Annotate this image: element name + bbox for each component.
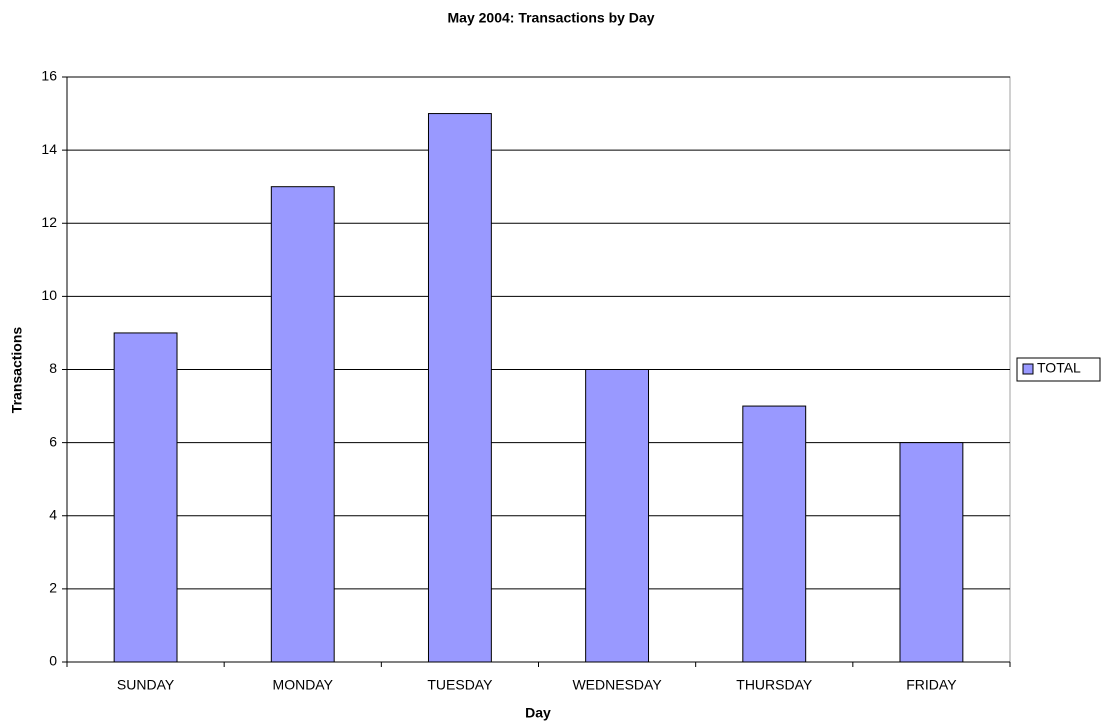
bar: [742, 405, 807, 663]
bar: [899, 442, 964, 663]
y-tick-label: 6: [49, 433, 57, 449]
x-tick-label: WEDNESDAY: [572, 677, 662, 693]
y-tick-label: 14: [41, 141, 57, 157]
bar: [113, 332, 178, 663]
legend-box: [1016, 357, 1101, 382]
x-tick-label: MONDAY: [273, 677, 334, 693]
bar: [427, 113, 492, 663]
legend-swatch: [1022, 363, 1034, 375]
chart-title: May 2004: Transactions by Day: [448, 10, 655, 26]
x-tick-label: THURSDAY: [736, 677, 813, 693]
y-tick-label: 0: [49, 653, 57, 669]
y-tick-label: 12: [41, 214, 57, 230]
legend-label: TOTAL: [1037, 360, 1081, 376]
x-axis-label: Day: [525, 705, 551, 721]
x-tick-label: TUESDAY: [427, 677, 493, 693]
bar: [270, 186, 335, 663]
bar: [585, 369, 650, 663]
y-tick-label: 2: [49, 580, 57, 596]
y-tick-label: 4: [49, 506, 57, 522]
x-tick-label: SUNDAY: [117, 677, 175, 693]
y-axis-label: Transactions: [9, 327, 25, 414]
x-tick-label: FRIDAY: [906, 677, 957, 693]
y-tick-label: 8: [49, 360, 57, 376]
y-tick-label: 10: [41, 287, 57, 303]
y-tick-label: 16: [41, 68, 57, 84]
